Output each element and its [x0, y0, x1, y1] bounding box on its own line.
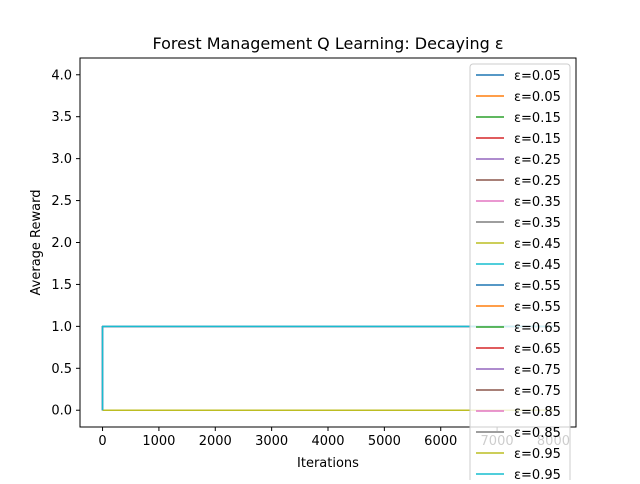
y-tick-label: 0.0	[51, 404, 72, 419]
y-tick-label: 2.5	[51, 194, 72, 209]
legend-label-9: ε=0.45	[514, 258, 561, 273]
legend-label-3: ε=0.15	[514, 132, 561, 147]
y-tick-label: 2.0	[51, 236, 72, 251]
legend-label-14: ε=0.75	[514, 363, 561, 378]
series-line-19	[101, 325, 554, 411]
x-tick-label: 1000	[142, 434, 175, 449]
legend-label-2: ε=0.15	[514, 111, 561, 126]
chart-title: Forest Management Q Learning: Decaying ε	[153, 34, 504, 53]
x-tick-label: 3000	[255, 434, 288, 449]
legend-label-11: ε=0.55	[514, 300, 561, 315]
legend-box	[469, 63, 571, 484]
legend-label-12: ε=0.65	[514, 321, 561, 336]
legend-label-16: ε=0.85	[514, 405, 561, 420]
legend-label-6: ε=0.35	[514, 195, 561, 210]
legend-label-7: ε=0.35	[514, 216, 561, 231]
x-tick-label: 5000	[368, 434, 401, 449]
y-tick-label: 4.0	[51, 68, 72, 83]
legend-label-17: ε=0.85	[514, 426, 561, 441]
legend-label-0: ε=0.05	[514, 69, 561, 84]
y-tick-label: 1.5	[51, 278, 72, 293]
x-axis-label: Iterations	[297, 456, 359, 471]
legend-label-8: ε=0.45	[514, 237, 561, 252]
x-tick-label: 0	[98, 434, 106, 449]
legend-label-5: ε=0.25	[514, 174, 561, 189]
legend-label-4: ε=0.25	[514, 153, 561, 168]
x-tick-label: 6000	[424, 434, 457, 449]
legend-label-15: ε=0.75	[514, 384, 561, 399]
y-tick-label: 1.0	[51, 320, 72, 335]
legend-label-19: ε=0.95	[514, 468, 561, 480]
x-tick-label: 4000	[311, 434, 344, 449]
legend-label-10: ε=0.55	[514, 279, 561, 294]
legend: ε=0.05 ε=0.05 ε=0.15 ε=0.15 ε=0.25 ε=0.25 ε=0.…	[469, 63, 571, 484]
legend-label-13: ε=0.65	[514, 342, 561, 357]
y-tick-label: 3.5	[51, 110, 72, 125]
legend-label-1: ε=0.05	[514, 90, 561, 105]
y-tick-label: 0.5	[51, 362, 72, 377]
y-tick-label: 3.0	[51, 152, 72, 167]
legend-label-18: ε=0.95	[514, 447, 561, 462]
y-axis-label: Average Reward	[29, 190, 44, 296]
x-tick-label: 2000	[199, 434, 232, 449]
